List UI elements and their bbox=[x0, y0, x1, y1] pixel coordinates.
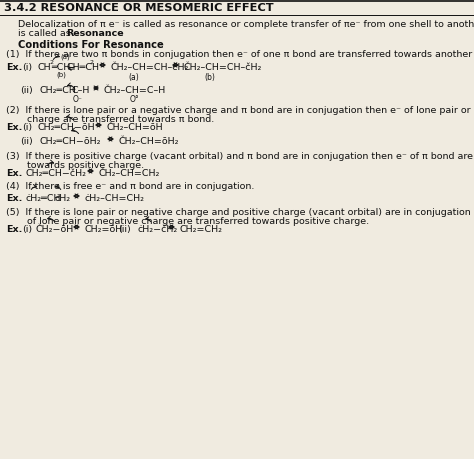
Text: CH₂═CH−ōH₂: CH₂═CH−ōH₂ bbox=[40, 137, 101, 146]
Text: 2: 2 bbox=[90, 60, 94, 65]
Text: ċH₂−čH₂: ċH₂−čH₂ bbox=[138, 225, 178, 234]
Text: Ex.: Ex. bbox=[6, 63, 22, 72]
Text: ═CH: ═CH bbox=[51, 63, 70, 72]
Text: (a): (a) bbox=[128, 73, 139, 82]
Text: of lone pair or negative charge are transferred towards positive charge.: of lone pair or negative charge are tran… bbox=[6, 217, 369, 226]
Text: Conditions For Resonance: Conditions For Resonance bbox=[18, 40, 164, 50]
Text: O⁻: O⁻ bbox=[73, 95, 83, 104]
Text: ċH₂: ċH₂ bbox=[55, 194, 71, 203]
Text: Ex.: Ex. bbox=[6, 225, 22, 234]
Text: (4)  If there is free e⁻ and π bond are in conjugation.: (4) If there is free e⁻ and π bond are i… bbox=[6, 182, 255, 191]
Text: (i): (i) bbox=[22, 63, 32, 72]
Text: CH₂═CH: CH₂═CH bbox=[40, 86, 77, 95]
Text: ČH₂–CH=CH–čH₂: ČH₂–CH=CH–čH₂ bbox=[184, 63, 263, 72]
Text: C–H: C–H bbox=[72, 86, 91, 95]
Text: O°: O° bbox=[130, 95, 140, 104]
Text: Ex.: Ex. bbox=[6, 123, 22, 132]
Text: (i): (i) bbox=[22, 225, 32, 234]
Text: ČH₂–CH=ōH: ČH₂–CH=ōH bbox=[107, 123, 164, 132]
Text: (ii): (ii) bbox=[20, 86, 33, 95]
Text: ČH₂−ōH: ČH₂−ōH bbox=[36, 225, 74, 234]
Text: ČH₂–CH=C–H: ČH₂–CH=C–H bbox=[104, 86, 166, 95]
Text: ČH₂–CH=CH₂: ČH₂–CH=CH₂ bbox=[99, 169, 160, 178]
Text: Resonance: Resonance bbox=[66, 29, 124, 38]
Text: ČH₂–CH=CH–čH₂: ČH₂–CH=CH–čH₂ bbox=[111, 63, 190, 72]
Text: ċH₂–CH=CH₂: ċH₂–CH=CH₂ bbox=[85, 194, 145, 203]
Text: Delocalization of π e⁻ is called as resonance or complete transfer of πe⁻ from o: Delocalization of π e⁻ is called as reso… bbox=[18, 20, 474, 29]
Text: CH═CH: CH═CH bbox=[67, 63, 100, 72]
Text: (ii): (ii) bbox=[20, 137, 33, 146]
Text: ČH₂–CH=ōH₂: ČH₂–CH=ōH₂ bbox=[119, 137, 180, 146]
Text: CH₂═CH−ōH: CH₂═CH−ōH bbox=[38, 123, 96, 132]
Text: CH₂═CH−čH₂: CH₂═CH−čH₂ bbox=[26, 169, 87, 178]
Text: CH₂=ōH: CH₂=ōH bbox=[85, 225, 123, 234]
Text: (a): (a) bbox=[60, 54, 70, 61]
Text: Ex.: Ex. bbox=[6, 169, 22, 178]
Text: (3)  If there is positive charge (vacant orbital) and π bond are in conjugation : (3) If there is positive charge (vacant … bbox=[6, 152, 474, 161]
Text: (5)  If there is lone pair or negative charge and positive charge (vacant orbita: (5) If there is lone pair or negative ch… bbox=[6, 208, 474, 217]
Text: 2: 2 bbox=[50, 60, 54, 65]
Text: (i): (i) bbox=[22, 123, 32, 132]
Text: (2)  If there is lone pair or a negative charge and π bond are in conjugation th: (2) If there is lone pair or a negative … bbox=[6, 106, 474, 115]
Text: (b): (b) bbox=[204, 73, 215, 82]
Text: 3.4.2 RESONANCE OR MESOMERIC EFFECT: 3.4.2 RESONANCE OR MESOMERIC EFFECT bbox=[4, 3, 273, 13]
Text: (ii): (ii) bbox=[118, 225, 131, 234]
Text: is called as: is called as bbox=[18, 29, 74, 38]
Text: charge are transferred towards π bond.: charge are transferred towards π bond. bbox=[6, 115, 214, 124]
Text: Ex.: Ex. bbox=[6, 194, 22, 203]
Text: .: . bbox=[107, 29, 110, 38]
Text: CH: CH bbox=[38, 63, 52, 72]
Text: (1)  If there are two π bonds in conjugation then e⁻ of one π bond are transferr: (1) If there are two π bonds in conjugat… bbox=[6, 50, 474, 59]
Text: ċH₂═CH: ċH₂═CH bbox=[26, 194, 62, 203]
Text: towards positive charge.: towards positive charge. bbox=[6, 161, 144, 170]
Text: CH₂=CH₂: CH₂=CH₂ bbox=[180, 225, 223, 234]
Text: (b): (b) bbox=[56, 71, 66, 78]
